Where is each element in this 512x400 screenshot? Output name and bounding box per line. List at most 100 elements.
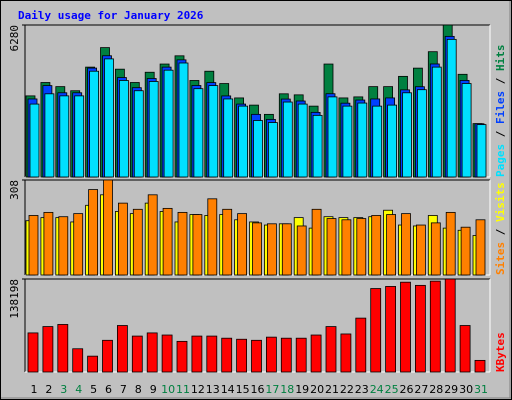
- x-tick-label: 26: [400, 383, 414, 396]
- bar: [148, 81, 159, 178]
- bar: [340, 333, 352, 373]
- bar: [371, 215, 382, 276]
- bar: [147, 194, 158, 276]
- bar: [117, 325, 128, 373]
- x-tick-label: 4: [75, 383, 82, 396]
- bar: [325, 326, 337, 373]
- bar: [297, 103, 308, 178]
- x-tick-label: 13: [206, 383, 220, 396]
- bar: [372, 105, 383, 178]
- bar: [476, 124, 487, 178]
- bar: [42, 326, 54, 373]
- legend-entry: Files: [494, 91, 507, 124]
- bar: [326, 218, 337, 276]
- bar: [252, 222, 262, 276]
- bar: [118, 202, 128, 276]
- bar: [310, 334, 322, 373]
- bar: [387, 104, 398, 178]
- bar: [27, 332, 39, 373]
- bar: [163, 69, 174, 178]
- bar: [295, 337, 307, 373]
- bar: [161, 334, 173, 373]
- bar: [223, 98, 234, 178]
- legend-entry: KBytes: [494, 332, 507, 372]
- bar: [445, 211, 456, 276]
- bar: [177, 211, 188, 276]
- bar: [386, 214, 397, 276]
- x-tick-label: 28: [429, 383, 443, 396]
- x-tick-label: 8: [135, 383, 142, 396]
- bar: [58, 216, 69, 276]
- bar: [221, 337, 233, 373]
- bar: [415, 224, 426, 276]
- bar: [402, 92, 412, 178]
- bar: [133, 90, 144, 178]
- bar: [73, 213, 84, 276]
- x-tick-label: 14: [221, 383, 235, 396]
- x-tick-label: 29: [444, 383, 458, 396]
- legend-entry: Hits: [494, 45, 507, 72]
- legend-separator: /: [494, 222, 507, 242]
- bar: [431, 66, 442, 178]
- bar: [29, 103, 40, 178]
- bar: [251, 339, 262, 373]
- bar: [296, 225, 307, 276]
- bar: [103, 179, 113, 276]
- bar: [146, 332, 158, 373]
- bar: [191, 335, 203, 373]
- bar: [357, 102, 368, 178]
- bar: [253, 120, 263, 178]
- bar: [414, 284, 426, 373]
- bar: [266, 223, 277, 276]
- bar: [267, 122, 278, 178]
- x-tick-label: 27: [414, 383, 428, 396]
- x-tick-label: 24: [370, 383, 384, 396]
- x-tick-label: 15: [236, 383, 250, 396]
- bar: [237, 213, 248, 276]
- bar: [416, 89, 427, 178]
- x-tick-label: 6: [105, 383, 112, 396]
- bar: [430, 222, 441, 276]
- bar: [28, 215, 39, 276]
- x-tick-label: 7: [120, 383, 127, 396]
- legend-separator: /: [494, 124, 507, 144]
- bar: [356, 218, 367, 276]
- bar: [132, 208, 143, 276]
- bar: [311, 208, 322, 276]
- bar: [401, 213, 411, 276]
- bar: [131, 335, 143, 373]
- bar: [89, 70, 99, 178]
- bar: [87, 355, 98, 373]
- bar: [88, 189, 98, 276]
- bar: [192, 214, 203, 276]
- x-tick-label: 16: [251, 383, 265, 396]
- bar: [162, 207, 173, 276]
- bar: [282, 101, 293, 178]
- bar: [43, 211, 54, 276]
- bar: [265, 336, 277, 373]
- x-tick-label: 17: [265, 383, 279, 396]
- bar: [281, 223, 292, 276]
- bar: [74, 95, 85, 178]
- legend: Pages / Files / Hits: [494, 45, 507, 178]
- x-tick-label: 20: [310, 383, 324, 396]
- bar: [312, 114, 323, 178]
- bar: [72, 348, 84, 373]
- bar: [460, 226, 471, 276]
- bar: [355, 317, 367, 373]
- x-tick-label: 3: [60, 383, 67, 396]
- x-tick-label: 1: [31, 383, 38, 396]
- x-tick-label: 21: [325, 383, 339, 396]
- x-tick-label: 9: [150, 383, 157, 396]
- x-tick-label: 18: [280, 383, 294, 396]
- bar: [459, 325, 471, 373]
- bar: [444, 278, 456, 373]
- legend-separator: /: [494, 71, 507, 91]
- bar: [475, 219, 486, 276]
- bar: [474, 359, 486, 373]
- bar: [236, 338, 248, 373]
- x-tick-label: 23: [355, 383, 369, 396]
- x-tick-label: 11: [176, 383, 190, 396]
- bar: [119, 80, 129, 178]
- x-tick-label: 30: [459, 383, 473, 396]
